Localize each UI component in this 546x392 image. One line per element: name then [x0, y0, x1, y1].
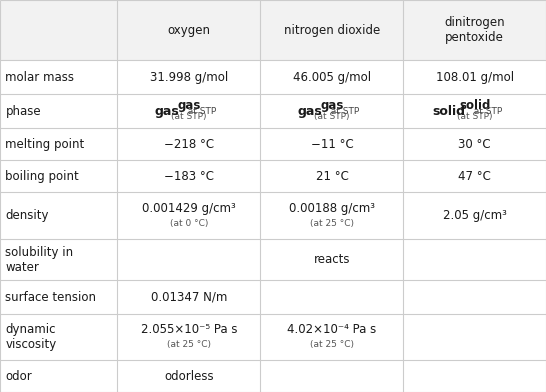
Text: −183 °C: −183 °C [164, 170, 214, 183]
Bar [403, 60, 546, 94]
Bar [117, 0, 260, 60]
Bar [0, 192, 117, 240]
Text: at STP: at STP [182, 107, 217, 116]
Text: solid: solid [432, 105, 465, 118]
Bar [117, 280, 260, 314]
Text: gas: gas [298, 105, 322, 118]
Bar [0, 129, 117, 160]
Text: (at 25 °C): (at 25 °C) [167, 340, 211, 349]
Text: (at 0 °C): (at 0 °C) [170, 219, 208, 228]
Text: 4.02×10⁻⁴ Pa s: 4.02×10⁻⁴ Pa s [287, 323, 377, 336]
Bar [403, 280, 546, 314]
Bar [0, 0, 117, 60]
Text: surface tension: surface tension [5, 291, 97, 304]
Text: reacts: reacts [314, 253, 350, 266]
Bar [260, 60, 403, 94]
Bar [260, 360, 403, 392]
Text: solid: solid [459, 100, 490, 113]
Text: density: density [5, 209, 49, 222]
Text: boiling point: boiling point [5, 170, 79, 183]
Bar [403, 192, 546, 240]
Text: nitrogen dioxide: nitrogen dioxide [284, 24, 380, 36]
Bar [260, 192, 403, 240]
Text: at STP: at STP [468, 107, 502, 116]
Bar [117, 129, 260, 160]
Bar [403, 314, 546, 360]
Text: gas: gas [155, 105, 179, 118]
Text: odor: odor [5, 370, 32, 383]
Bar [403, 360, 546, 392]
Text: (at 25 °C): (at 25 °C) [310, 219, 354, 228]
Text: 47 °C: 47 °C [458, 170, 491, 183]
Bar [0, 314, 117, 360]
Bar [0, 240, 117, 280]
Text: odorless: odorless [164, 370, 213, 383]
Bar [260, 280, 403, 314]
Text: gas: gas [177, 100, 200, 113]
Bar [260, 94, 403, 129]
Text: (at STP): (at STP) [457, 113, 492, 122]
Text: dinitrogen
pentoxide: dinitrogen pentoxide [444, 16, 505, 44]
Bar [117, 192, 260, 240]
Text: dynamic
viscosity: dynamic viscosity [5, 323, 57, 351]
Text: (at STP): (at STP) [314, 113, 350, 122]
Bar [260, 240, 403, 280]
Bar [0, 160, 117, 192]
Bar [403, 129, 546, 160]
Bar [403, 94, 546, 129]
Bar [0, 360, 117, 392]
Bar [260, 160, 403, 192]
Text: 21 °C: 21 °C [316, 170, 348, 183]
Bar [117, 360, 260, 392]
Bar [403, 0, 546, 60]
Text: at STP: at STP [325, 107, 360, 116]
Text: 0.01347 N/m: 0.01347 N/m [151, 291, 227, 304]
Text: 2.055×10⁻⁵ Pa s: 2.055×10⁻⁵ Pa s [141, 323, 237, 336]
Text: oxygen: oxygen [168, 24, 210, 36]
Text: −11 °C: −11 °C [311, 138, 353, 151]
Bar [117, 240, 260, 280]
Bar [117, 60, 260, 94]
Text: gas: gas [321, 100, 343, 113]
Bar [403, 160, 546, 192]
Text: solubility in
water: solubility in water [5, 246, 74, 274]
Text: phase: phase [5, 105, 41, 118]
Bar [0, 280, 117, 314]
Bar [260, 314, 403, 360]
Text: 2.05 g/cm³: 2.05 g/cm³ [443, 209, 507, 222]
Text: 31.998 g/mol: 31.998 g/mol [150, 71, 228, 84]
Text: (at STP): (at STP) [171, 113, 207, 122]
Bar [117, 314, 260, 360]
Text: 108.01 g/mol: 108.01 g/mol [436, 71, 514, 84]
Bar [117, 94, 260, 129]
Bar [260, 0, 403, 60]
Text: 30 °C: 30 °C [459, 138, 491, 151]
Text: 46.005 g/mol: 46.005 g/mol [293, 71, 371, 84]
Text: 0.00188 g/cm³: 0.00188 g/cm³ [289, 202, 375, 215]
Bar [0, 60, 117, 94]
Bar [117, 160, 260, 192]
Bar [260, 129, 403, 160]
Text: (at 25 °C): (at 25 °C) [310, 340, 354, 349]
Bar [403, 240, 546, 280]
Text: −218 °C: −218 °C [164, 138, 214, 151]
Text: 0.001429 g/cm³: 0.001429 g/cm³ [142, 202, 236, 215]
Text: molar mass: molar mass [5, 71, 74, 84]
Bar [0, 94, 117, 129]
Text: melting point: melting point [5, 138, 85, 151]
